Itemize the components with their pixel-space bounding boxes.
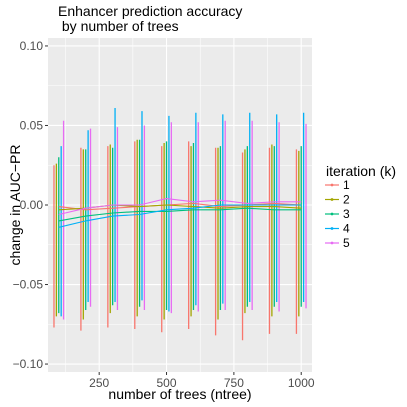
x-tick-label: 250 xyxy=(89,376,109,390)
series-line-k1 xyxy=(58,202,302,211)
y-tick-label: 0.10 xyxy=(20,39,44,53)
legend-key-dot-k2 xyxy=(330,198,334,201)
legend-title: iteration (k) xyxy=(326,163,396,179)
legend-label-k5: 5 xyxy=(343,236,350,250)
legend-label-k1: 1 xyxy=(343,178,350,192)
legend-key-dot-k4 xyxy=(330,227,334,230)
chart-title-line-2: by number of trees xyxy=(58,18,179,34)
legend-label-k2: 2 xyxy=(343,193,350,207)
series-line-k3 xyxy=(58,207,302,222)
series-line-k5 xyxy=(58,198,302,216)
x-axis-title: number of trees (ntree) xyxy=(108,386,251,402)
x-tick-label: 500 xyxy=(157,376,177,390)
axis-ticks: −0.10 −0.05 0.00 0.05 0.10 250 500 750 1000 xyxy=(13,39,315,390)
legend-key-dot-k3 xyxy=(330,212,334,216)
y-tick-label: −0.05 xyxy=(13,278,44,292)
y-tick-label: 0.05 xyxy=(20,118,44,132)
legend-label-k4: 4 xyxy=(343,222,350,236)
x-tick-label: 750 xyxy=(224,376,244,390)
error-bars xyxy=(53,107,307,341)
y-tick-label: 0.00 xyxy=(20,198,44,212)
x-tick-label: 1000 xyxy=(288,376,315,390)
legend-label-k3: 3 xyxy=(343,207,350,221)
y-tick-label: −0.10 xyxy=(13,357,44,371)
legend-key-dot-k1 xyxy=(330,183,334,187)
series-lines xyxy=(58,198,302,228)
y-axis-title: change in AUC−PR xyxy=(7,144,23,265)
series-line-k4 xyxy=(58,204,302,228)
legend-key-dot-k5 xyxy=(330,241,334,245)
chart-title-line-1: Enhancer prediction accuracy xyxy=(58,3,242,19)
